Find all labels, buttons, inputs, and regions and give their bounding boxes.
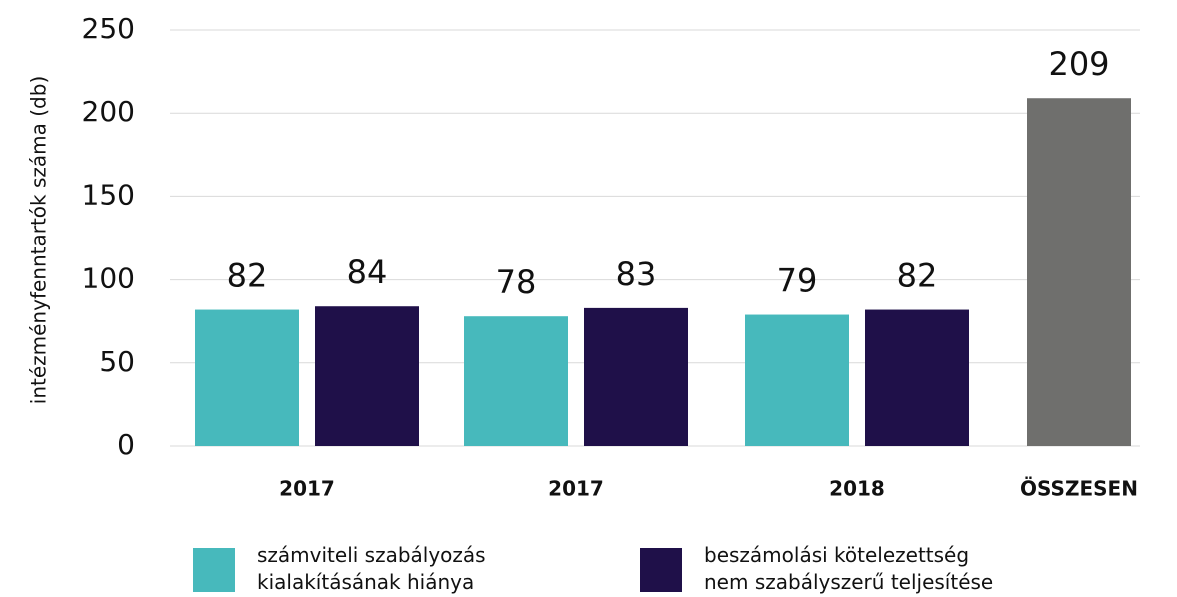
legend-label: számviteli szabályozás kialakításának hi…: [257, 543, 486, 594]
value-label: 79: [777, 262, 818, 300]
y-tick-label: 250: [82, 12, 135, 45]
value-label: 78: [496, 263, 537, 301]
y-tick-label: 150: [82, 178, 135, 211]
bar: [1027, 98, 1131, 446]
bar: [195, 309, 299, 446]
legend-swatch: [640, 548, 682, 592]
value-label: 84: [347, 253, 388, 291]
value-label: 83: [616, 255, 657, 293]
value-label: 209: [1048, 45, 1109, 83]
value-label: 82: [897, 257, 938, 295]
bar: [464, 316, 568, 446]
bar: [745, 314, 849, 446]
bar: [315, 306, 419, 446]
bar: [865, 309, 969, 446]
y-tick-label: 100: [82, 262, 135, 295]
y-tick-label: 50: [99, 345, 135, 378]
legend-item: beszámolási kötelezettség nem szabálysze…: [640, 543, 1004, 596]
legend-swatch: [193, 548, 235, 592]
x-tick-label: 2017: [279, 477, 335, 501]
legend-item: számviteli szabályozás kialakításának hi…: [193, 543, 557, 596]
y-tick-label: 200: [82, 95, 135, 128]
x-tick-label: 2017: [548, 477, 604, 501]
legend-label: beszámolási kötelezettség nem szabálysze…: [704, 543, 994, 594]
y-tick-label: 0: [117, 428, 135, 461]
bar: [584, 307, 688, 446]
y-axis-label: intézményfenntartók száma (db): [27, 76, 51, 404]
chart: intézményfenntartók száma (db) 0 50 100 150…: [27, 12, 1140, 501]
value-label: 82: [227, 257, 268, 295]
x-tick-label: 2018: [829, 477, 885, 501]
x-tick-label: ÖSSZESEN: [1020, 477, 1138, 501]
